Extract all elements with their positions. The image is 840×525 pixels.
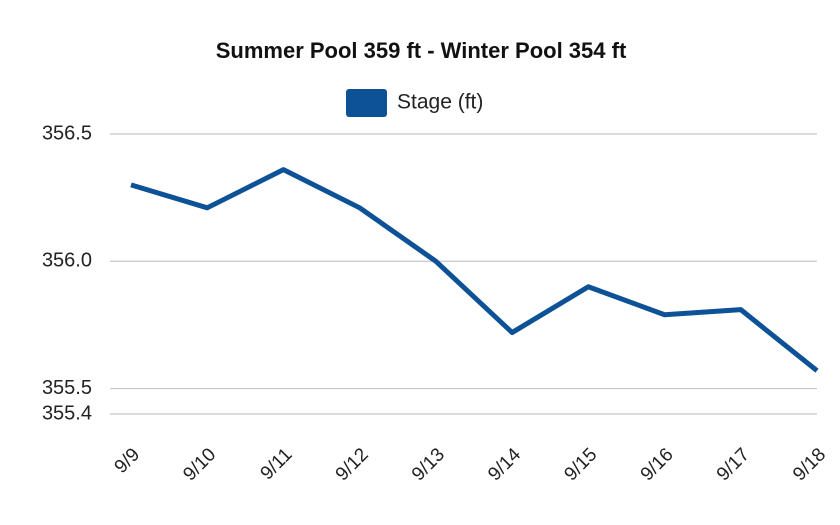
- legend-swatch: [346, 89, 387, 117]
- x-tick-label: 9/14: [484, 444, 525, 485]
- x-tick-label: 9/11: [257, 444, 297, 484]
- x-tick-label: 9/15: [560, 444, 601, 485]
- chart-title: Summer Pool 359 ft - Winter Pool 354 ft: [216, 38, 627, 63]
- x-tick-label: 9/12: [332, 444, 373, 485]
- legend-label: Stage (ft): [397, 91, 483, 114]
- y-tick-label: 355.4: [42, 402, 92, 424]
- x-tick-label: 9/10: [179, 444, 220, 485]
- y-tick-label: 356.0: [42, 250, 92, 272]
- y-tick-label: 355.5: [42, 377, 92, 399]
- data-line: [130, 167, 819, 373]
- x-tick-label: 9/16: [637, 444, 678, 485]
- x-tick-label: 9/18: [789, 444, 830, 485]
- x-tick-label: 9/9: [111, 444, 145, 478]
- y-tick-label: 356.5: [42, 122, 92, 144]
- x-tick-label: 9/17: [713, 444, 754, 485]
- x-tick-label: 9/13: [408, 444, 449, 485]
